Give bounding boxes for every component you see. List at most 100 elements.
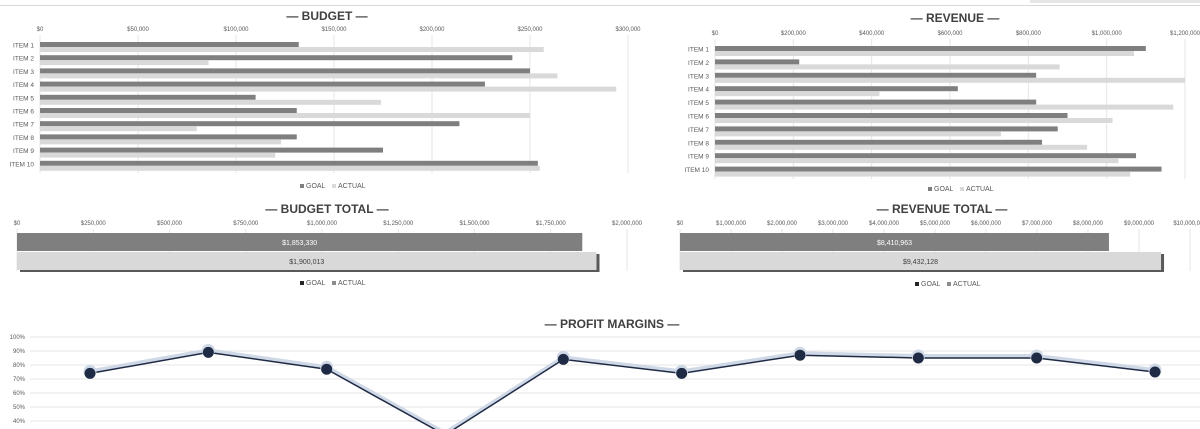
- budget-bar-actual-6[interactable]: [40, 113, 530, 118]
- profit-margins-point-9[interactable]: [1031, 352, 1043, 364]
- budget_total-tick-label: $0: [14, 221, 21, 227]
- profit-margins-tick-label: 60%: [13, 391, 26, 397]
- profit-margins-tick-label: 100%: [10, 335, 26, 341]
- revenue-bar-goal-8[interactable]: [715, 139, 1043, 145]
- revenue-bar-actual-4[interactable]: [715, 91, 880, 97]
- revenue-bar-actual-1[interactable]: [715, 51, 1135, 56]
- revenue-bar-goal-10[interactable]: [715, 166, 1162, 172]
- revenue_total-tick-label: $4,000,000: [869, 221, 900, 227]
- budget_total-bar-actual[interactable]: [17, 252, 597, 270]
- revenue_total-tick-label: $9,000,000: [1124, 221, 1155, 227]
- revenue-tick-label: $1,000,000: [1092, 31, 1123, 37]
- profit-margins-point-3[interactable]: [321, 363, 333, 375]
- budget_total-tick-label: $2,000,000: [612, 221, 643, 227]
- budget-bar-actual-1[interactable]: [40, 47, 544, 52]
- budget_total-tick-label: $1,000,000: [307, 221, 338, 227]
- revenue_total-bar-actual[interactable]: [680, 252, 1162, 270]
- scrollbar-thumb[interactable]: [1030, 0, 1200, 3]
- revenue-bar-actual-9[interactable]: [715, 158, 1119, 164]
- revenue-bar-goal-9[interactable]: [715, 153, 1137, 159]
- budget-bar-goal-7[interactable]: [40, 121, 460, 127]
- revenue-bar-actual-3[interactable]: [715, 77, 1185, 83]
- profit-margins-tick-label: 70%: [13, 377, 26, 383]
- revenue_total-tick-label: $0: [677, 221, 684, 227]
- revenue-tick-label: $0: [712, 31, 719, 37]
- budget-category-label: ITEM 10: [9, 161, 34, 168]
- revenue_total-value-label-actual: $9,432,128: [903, 259, 938, 266]
- budget_total-tick-label: $250,000: [81, 221, 107, 227]
- revenue-bar-actual-2[interactable]: [715, 64, 1060, 70]
- budget-legend-actual: ACTUAL: [338, 183, 366, 190]
- revenue-category-label: ITEM 6: [688, 114, 709, 121]
- revenue_total-title: — REVENUE TOTAL —: [877, 202, 1008, 216]
- revenue-bar-goal-6[interactable]: [715, 113, 1068, 118]
- profit-margins-point-6[interactable]: [676, 367, 688, 379]
- revenue-bar-goal-4[interactable]: [715, 86, 958, 92]
- profit-margins-point-8[interactable]: [912, 352, 924, 364]
- budget-bar-goal-1[interactable]: [40, 42, 299, 47]
- revenue-category-label: ITEM 2: [688, 60, 709, 67]
- budget-bar-actual-10[interactable]: [40, 165, 540, 171]
- budget-bar-actual-9[interactable]: [40, 152, 276, 158]
- budget-legend-swatch-goal: [300, 184, 304, 188]
- revenue-category-label: ITEM 9: [688, 154, 709, 161]
- budget_total-tick-label: $1,750,000: [536, 221, 567, 227]
- revenue-tick-label: $400,000: [859, 31, 885, 37]
- revenue_total-tick-label: $5,000,000: [920, 221, 951, 227]
- revenue-category-label: ITEM 10: [684, 167, 709, 174]
- budget-bar-goal-9[interactable]: [40, 147, 383, 153]
- budget-category-label: ITEM 3: [13, 69, 34, 76]
- budget-bar-goal-4[interactable]: [40, 81, 485, 87]
- profit-margins-tick-label: 90%: [13, 349, 26, 355]
- budget_total-bar-goal[interactable]: [17, 233, 583, 251]
- budget_total-title: — BUDGET TOTAL —: [265, 202, 388, 216]
- profit-margins-point-7[interactable]: [794, 349, 806, 361]
- budget-bar-goal-6[interactable]: [40, 108, 297, 113]
- revenue-bar-actual-5[interactable]: [715, 104, 1174, 110]
- revenue-legend-swatch-goal: [928, 187, 932, 191]
- profit-margins-point-2[interactable]: [202, 346, 214, 358]
- revenue-bar-actual-10[interactable]: [715, 171, 1131, 177]
- budget-tick-label: $50,000: [127, 27, 149, 33]
- revenue-tick-label: $200,000: [781, 31, 807, 37]
- budget-bar-goal-10[interactable]: [40, 160, 538, 166]
- budget_total-tick-label: $1,250,000: [383, 221, 414, 227]
- budget-category-label: ITEM 2: [13, 56, 34, 63]
- budget-bar-actual-4[interactable]: [40, 86, 617, 92]
- budget-bar-goal-3[interactable]: [40, 68, 530, 74]
- budget-bar-actual-5[interactable]: [40, 99, 382, 105]
- revenue-bar-actual-7[interactable]: [715, 131, 1001, 137]
- revenue_total-tick-label: $6,000,000: [971, 221, 1002, 227]
- budget-bar-actual-8[interactable]: [40, 139, 282, 145]
- budget-legend-goal: GOAL: [306, 183, 326, 190]
- budget-bar-actual-3[interactable]: [40, 73, 558, 79]
- budget-bar-goal-2[interactable]: [40, 55, 513, 61]
- revenue-bar-actual-6[interactable]: [715, 118, 1113, 123]
- budget-bar-actual-2[interactable]: [40, 60, 209, 66]
- budget-bar-actual-7[interactable]: [40, 126, 197, 132]
- profit-margins-point-5[interactable]: [557, 353, 569, 365]
- profit-margins-point-1[interactable]: [84, 367, 96, 379]
- budget-tick-label: $100,000: [223, 27, 249, 33]
- revenue-bar-goal-3[interactable]: [715, 72, 1037, 78]
- revenue-bar-goal-1[interactable]: [715, 46, 1146, 51]
- revenue-bar-goal-5[interactable]: [715, 99, 1037, 105]
- revenue_total-legend-actual: ACTUAL: [953, 281, 981, 288]
- budget-category-label: ITEM 1: [13, 43, 34, 50]
- budget-category-label: ITEM 4: [13, 82, 34, 89]
- budget-bar-goal-5[interactable]: [40, 94, 256, 100]
- revenue-bar-goal-7[interactable]: [715, 126, 1058, 132]
- revenue_total-legend-swatch-goal: [915, 282, 919, 286]
- revenue-tick-label: $800,000: [1016, 31, 1042, 37]
- revenue-bar-actual-8[interactable]: [715, 144, 1088, 150]
- budget-tick-label: $300,000: [615, 27, 641, 33]
- revenue_total-bar-goal[interactable]: [680, 233, 1109, 251]
- revenue-bar-goal-2[interactable]: [715, 59, 800, 65]
- budget-category-label: ITEM 7: [13, 122, 34, 129]
- profit-margins-point-10[interactable]: [1149, 366, 1161, 378]
- budget-category-label: ITEM 6: [13, 109, 34, 116]
- budget-bar-goal-8[interactable]: [40, 134, 297, 140]
- revenue-category-label: ITEM 7: [688, 127, 709, 134]
- budget_total-legend-swatch-goal: [300, 281, 304, 285]
